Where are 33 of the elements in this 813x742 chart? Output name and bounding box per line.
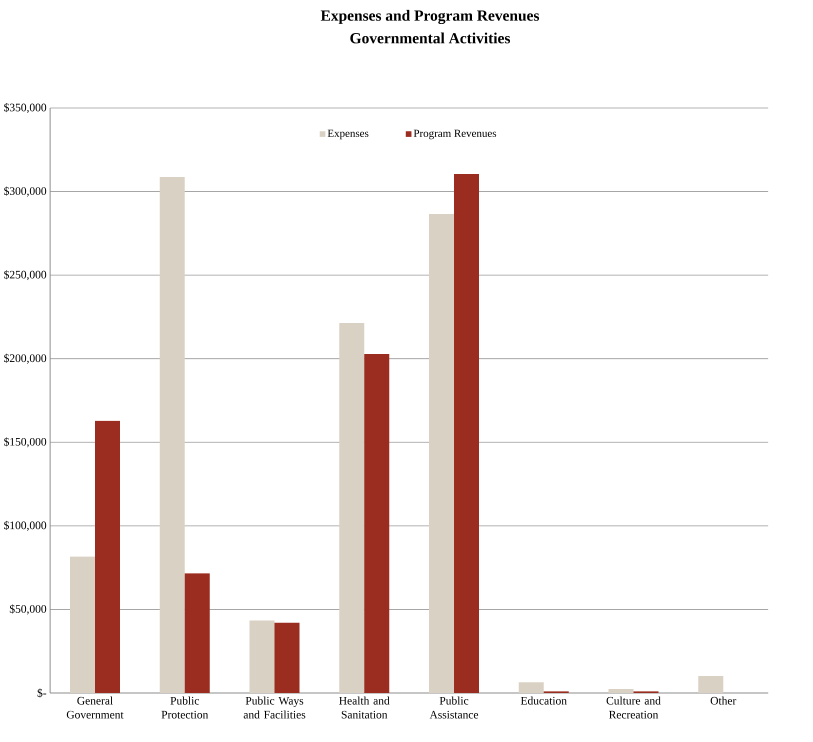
bar (274, 622, 300, 693)
y-tick-label: $350,000 (4, 102, 46, 114)
bar (698, 676, 724, 693)
bar (429, 214, 454, 693)
x-tick-label: Education (520, 696, 567, 705)
y-tick-label: $150,000 (4, 437, 46, 448)
y-tick-label: $50,000 (10, 604, 46, 614)
x-tick-label: Culture and Recreation (606, 696, 661, 719)
x-tick-label: Public Protection (162, 696, 208, 719)
y-tick-label: $- (38, 688, 46, 698)
bar (184, 573, 210, 693)
bar (454, 174, 480, 693)
bar (160, 177, 185, 693)
bar (608, 688, 634, 693)
bar (70, 556, 95, 693)
x-tick-label: Health and Sanitation (339, 696, 390, 719)
bar (250, 620, 275, 693)
bar (364, 354, 390, 693)
y-tick-label: $100,000 (4, 520, 46, 531)
y-tick-label: $200,000 (4, 354, 46, 364)
x-tick-label: General Government (66, 696, 124, 719)
chart-subtitle: Governmental Activities (350, 32, 510, 44)
y-tick-label: $300,000 (4, 186, 46, 197)
chart-title: Expenses and Program Revenues (320, 10, 540, 24)
x-tick-label: Public Assistance (430, 696, 478, 719)
bar (339, 322, 364, 693)
x-tick-label: Other (710, 696, 736, 705)
legend-label: Expenses (328, 130, 368, 140)
legend-label: Program Revenues (414, 130, 496, 140)
bar (518, 682, 544, 693)
y-tick-label: $250,000 (4, 270, 46, 280)
x-tick-label: Public Ways and Facilities (244, 696, 306, 719)
bar (95, 420, 120, 693)
